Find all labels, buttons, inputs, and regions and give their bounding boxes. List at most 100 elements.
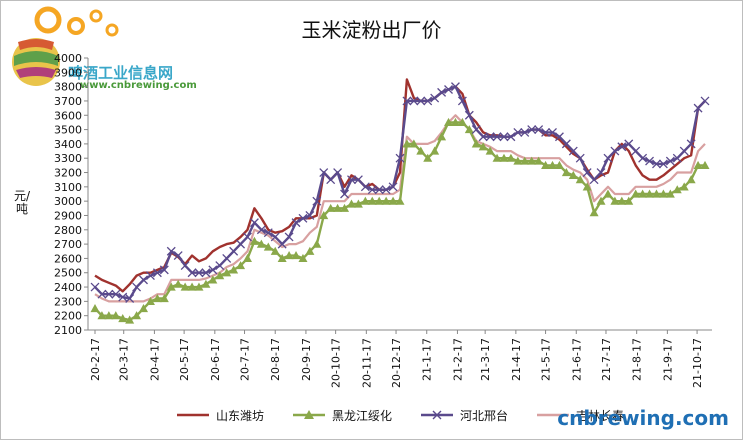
data-point-triangle — [333, 203, 343, 212]
data-point-triangle — [478, 142, 488, 151]
y-tick-label: 3300 — [54, 152, 82, 165]
data-point-cross — [340, 189, 350, 199]
data-point-cross — [437, 87, 447, 97]
data-point-cross — [333, 168, 343, 177]
data-point-cross — [159, 265, 169, 275]
data-point-cross — [478, 132, 488, 142]
data-point-triangle — [450, 117, 460, 127]
chart-title: 玉米淀粉出厂价 — [301, 18, 442, 42]
y-tick-label: 3900 — [54, 66, 82, 79]
y-tick-label: 2200 — [54, 310, 82, 323]
logo-ring-large — [34, 6, 62, 34]
data-point-cross — [430, 93, 440, 103]
data-point-triangle — [437, 132, 447, 141]
data-point-triangle — [132, 311, 142, 320]
data-point-triangle — [353, 199, 363, 208]
logo-globe-band-green — [14, 51, 58, 66]
data-point-triangle — [492, 153, 502, 162]
data-point-cross — [388, 182, 398, 192]
data-point-cross — [589, 175, 599, 185]
data-point-cross — [506, 132, 516, 142]
logo-url: www.cnbrewing.com — [80, 80, 197, 91]
data-point-cross — [450, 82, 460, 92]
data-point-cross — [381, 185, 391, 195]
data-point-cross — [222, 253, 232, 263]
data-point-triangle — [464, 125, 474, 134]
y-tick-label: 2600 — [54, 252, 82, 265]
x-tick-label: 20-4-17 — [148, 338, 161, 381]
data-point-cross — [187, 268, 197, 278]
y-tick-label: 3100 — [54, 181, 82, 194]
data-point-triangle — [298, 253, 308, 263]
x-tick-label: 20-3-17 — [118, 338, 131, 381]
data-point-triangle — [243, 253, 252, 263]
data-point-cross — [277, 239, 287, 249]
data-point-triangle — [520, 156, 530, 165]
logo-globe-band-red — [18, 39, 54, 50]
data-point-triangle — [548, 160, 557, 169]
x-tick-labels: 20-2-17 20-3-17 20-4-17 20-5-17 20-6-17 20-7-… — [89, 330, 704, 388]
data-point-cross — [471, 125, 481, 135]
data-point-triangle — [457, 117, 467, 127]
data-point-cross — [270, 232, 280, 242]
logo-globe-band-purple — [16, 67, 56, 78]
x-tick-label: 21-7-17 — [600, 338, 613, 381]
data-point-cross — [326, 175, 336, 185]
data-point-cross — [291, 218, 301, 228]
data-point-triangle — [506, 153, 516, 162]
x-tick-label: 20-9-17 — [300, 338, 313, 381]
x-tick-label: 21-4-17 — [510, 338, 523, 381]
data-point-triangle — [499, 153, 509, 162]
data-point-cross — [686, 139, 696, 149]
data-point-cross — [672, 153, 682, 163]
y-tick-label: 2700 — [54, 238, 82, 251]
data-point-triangle — [263, 242, 273, 251]
data-point-triangle — [693, 160, 703, 169]
data-point-triangle — [582, 182, 592, 191]
data-point-cross — [90, 282, 100, 292]
data-point-cross — [367, 185, 377, 195]
data-point-cross — [104, 289, 114, 299]
data-point-cross — [603, 153, 613, 163]
data-point-triangle — [423, 153, 433, 162]
legend-item: 黑龙江绥化 — [292, 407, 392, 424]
data-point-triangle — [236, 261, 246, 270]
data-point-triangle — [395, 196, 405, 205]
data-point-triangle — [284, 251, 294, 260]
data-point-triangle — [208, 275, 218, 284]
x-tick-label: 20-7-17 — [239, 338, 252, 381]
data-point-cross — [561, 139, 571, 149]
data-point-cross — [520, 127, 530, 137]
x-tick-label: 21-10-17 — [691, 338, 704, 388]
data-point-triangle — [409, 139, 419, 148]
x-tick-label: 21-6-17 — [570, 338, 583, 381]
y-tick-label: 3700 — [54, 95, 82, 108]
data-point-cross — [700, 96, 710, 106]
data-point-triangle — [534, 156, 544, 165]
x-tick-label: 20-12-17 — [390, 338, 403, 388]
data-point-cross — [409, 96, 419, 106]
data-point-triangle — [416, 146, 426, 155]
brand-watermark: cnbrewing.com — [557, 406, 729, 430]
data-point-triangle — [312, 239, 322, 248]
data-point-cross — [236, 239, 246, 249]
data-point-cross — [256, 225, 266, 235]
data-point-triangle — [485, 146, 495, 155]
data-point-triangle — [194, 282, 204, 291]
logo-title: 啤酒工业信息网 — [68, 64, 174, 82]
data-point-triangle — [624, 196, 634, 205]
data-point-cross — [374, 185, 384, 195]
data-point-triangle — [125, 315, 135, 324]
data-point-triangle — [541, 160, 551, 169]
data-point-cross — [541, 127, 551, 137]
data-point-cross — [132, 282, 142, 292]
legend: 山东潍坊 黑龙江绥化 河北邢台 吉林长春 — [176, 406, 652, 424]
data-point-triangle — [256, 239, 266, 248]
data-point-triangle — [665, 189, 675, 198]
series-markers — [90, 82, 710, 324]
data-point-triangle — [430, 146, 440, 155]
data-point-cross — [423, 96, 433, 106]
data-point-triangle — [111, 311, 121, 320]
data-point-cross — [312, 196, 322, 206]
